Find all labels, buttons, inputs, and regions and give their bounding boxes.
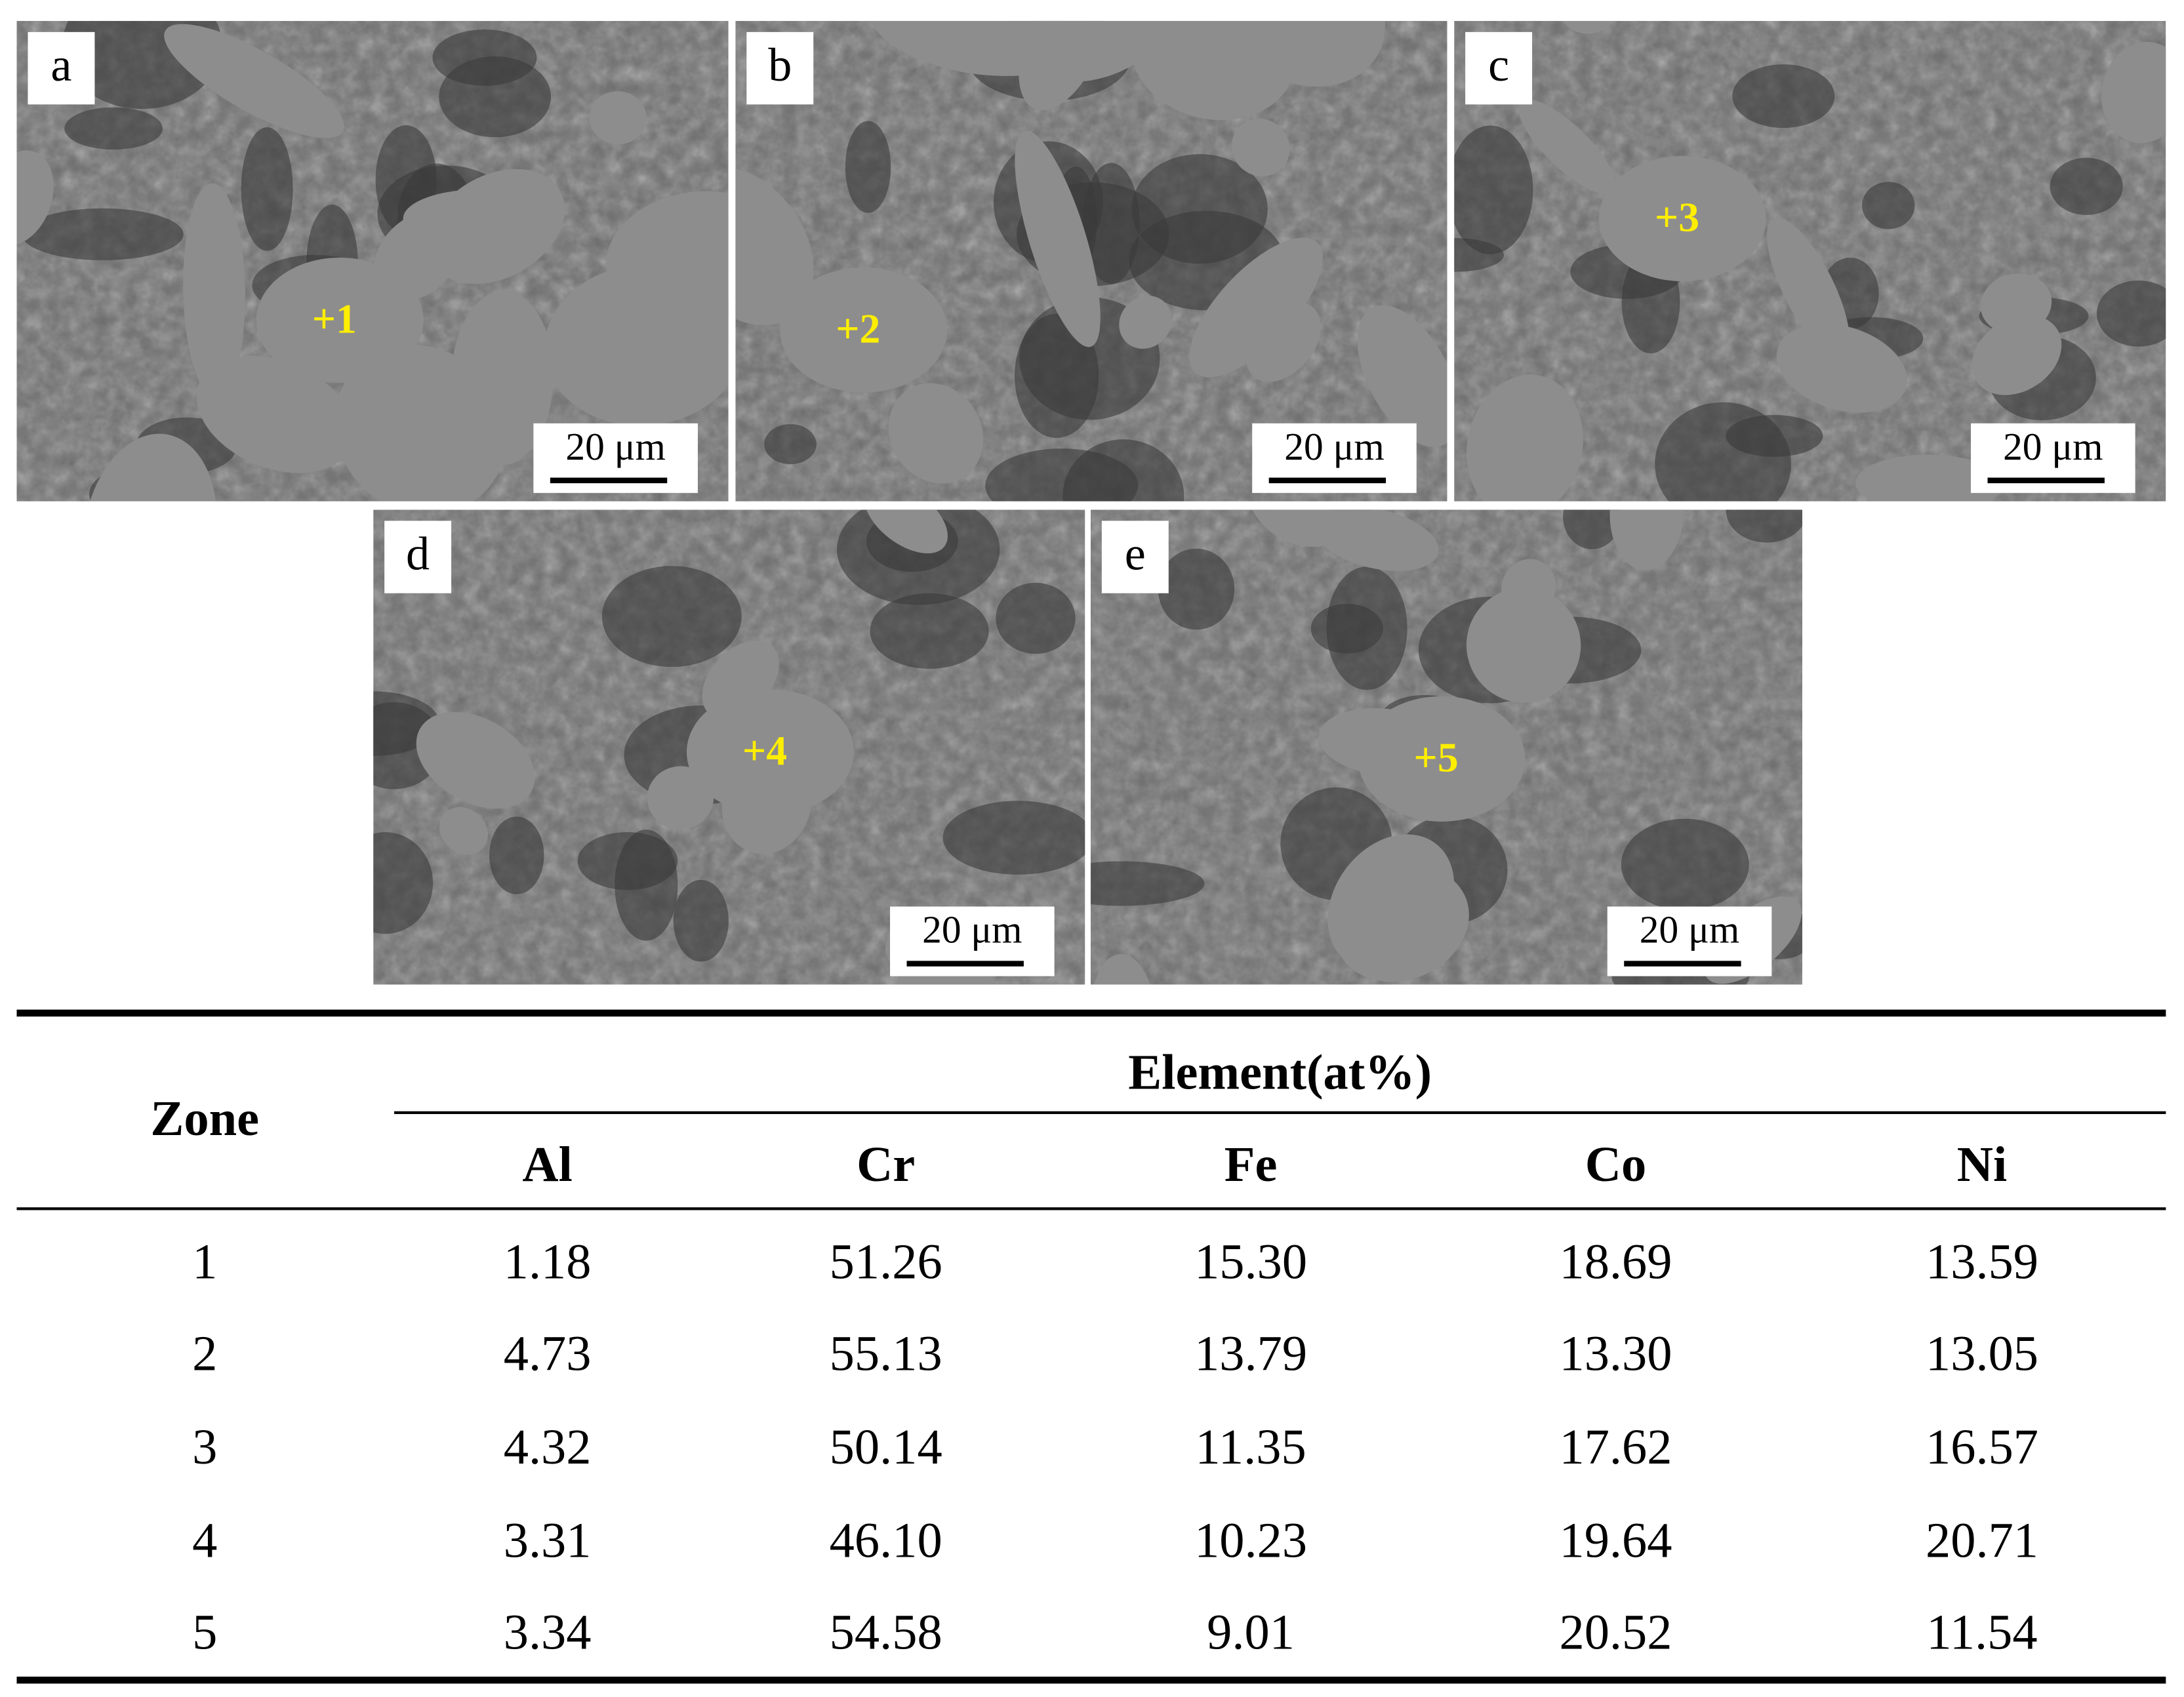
scale-bar-text: 20 μm xyxy=(565,426,666,469)
scale-bar-line xyxy=(1624,961,1741,967)
point-marker: +4 xyxy=(742,728,788,774)
sem-image: d +4 20 μm xyxy=(373,509,1085,985)
scale-bar-text: 20 μm xyxy=(1639,909,1740,953)
panel-label: a xyxy=(28,31,95,105)
micrograph xyxy=(373,509,1085,985)
value-cell: 46.10 xyxy=(829,1512,942,1568)
sem-image: a +1 20 μm xyxy=(16,20,729,502)
value-cell: 17.62 xyxy=(1559,1419,1672,1475)
column-header: Ni xyxy=(1956,1136,2008,1192)
value-cell: 4.73 xyxy=(503,1325,592,1382)
column-header: Fe xyxy=(1224,1136,1278,1192)
panel-label: b xyxy=(746,31,814,105)
point-marker: +5 xyxy=(1413,735,1459,782)
value-cell: 50.14 xyxy=(829,1419,942,1475)
column-header: Co xyxy=(1585,1136,1647,1192)
sem-image: c +3 20 μm xyxy=(1454,20,2166,502)
table-top-rule xyxy=(16,1009,2166,1017)
group-header: Element(at%) xyxy=(1128,1044,1432,1100)
scale-bar-text: 20 μm xyxy=(2003,426,2103,469)
value-cell: 54.58 xyxy=(829,1604,942,1660)
value-cell: 51.26 xyxy=(829,1233,942,1290)
zone-cell: 1 xyxy=(192,1233,218,1290)
value-cell: 3.34 xyxy=(503,1604,592,1660)
value-cell: 10.23 xyxy=(1194,1512,1308,1568)
scale-bar: 20 μm xyxy=(890,906,1055,976)
value-cell: 11.35 xyxy=(1195,1419,1306,1475)
micrograph xyxy=(1454,20,2166,502)
point-marker: +2 xyxy=(836,306,881,353)
table-bottom-rule xyxy=(16,1676,2166,1684)
value-cell: 3.31 xyxy=(503,1512,592,1568)
scale-bar-text: 20 μm xyxy=(922,909,1022,953)
value-cell: 9.01 xyxy=(1207,1604,1295,1660)
scale-bar-text: 20 μm xyxy=(1284,426,1385,469)
value-cell: 13.59 xyxy=(1926,1233,2039,1290)
value-cell: 16.57 xyxy=(1926,1419,2039,1475)
scale-bar: 20 μm xyxy=(1607,906,1772,976)
scale-bar: 20 μm xyxy=(1971,423,2135,493)
panel-label: d xyxy=(384,521,452,593)
value-cell: 1.18 xyxy=(503,1233,592,1290)
column-header: Cr xyxy=(857,1136,916,1192)
group-rule xyxy=(394,1111,2166,1114)
value-cell: 55.13 xyxy=(829,1325,942,1382)
zone-cell: 4 xyxy=(192,1512,218,1568)
micrograph xyxy=(16,20,729,502)
value-cell: 19.64 xyxy=(1559,1512,1672,1568)
sem-image: b +2 20 μm xyxy=(735,20,1447,502)
zone-cell: 2 xyxy=(192,1325,218,1382)
micrograph xyxy=(735,20,1447,502)
header-rule xyxy=(16,1207,2166,1210)
zone-cell: 5 xyxy=(192,1604,218,1660)
column-header: Al xyxy=(522,1136,573,1192)
value-cell: 11.54 xyxy=(1926,1604,2038,1660)
value-cell: 20.52 xyxy=(1559,1604,1672,1660)
point-marker: +3 xyxy=(1654,195,1700,241)
panel-label: c xyxy=(1465,31,1533,105)
value-cell: 4.32 xyxy=(503,1419,592,1475)
micrograph xyxy=(1090,509,1803,985)
zone-header: Zone xyxy=(150,1090,260,1146)
value-cell: 13.79 xyxy=(1194,1325,1308,1382)
sem-image: e +5 20 μm xyxy=(1090,509,1803,985)
scale-bar-line xyxy=(906,961,1024,967)
value-cell: 13.30 xyxy=(1559,1325,1672,1382)
scale-bar: 20 μm xyxy=(1252,423,1417,493)
scale-bar: 20 μm xyxy=(533,423,698,493)
point-marker: +1 xyxy=(312,296,357,343)
panel-label: e xyxy=(1101,521,1169,593)
value-cell: 15.30 xyxy=(1194,1233,1308,1290)
value-cell: 13.05 xyxy=(1926,1325,2039,1382)
scale-bar-line xyxy=(550,477,668,483)
value-cell: 18.69 xyxy=(1559,1233,1672,1290)
scale-bar-line xyxy=(1987,477,2105,483)
value-cell: 20.71 xyxy=(1926,1512,2039,1568)
scale-bar-line xyxy=(1268,477,1386,483)
zone-cell: 3 xyxy=(192,1419,218,1475)
